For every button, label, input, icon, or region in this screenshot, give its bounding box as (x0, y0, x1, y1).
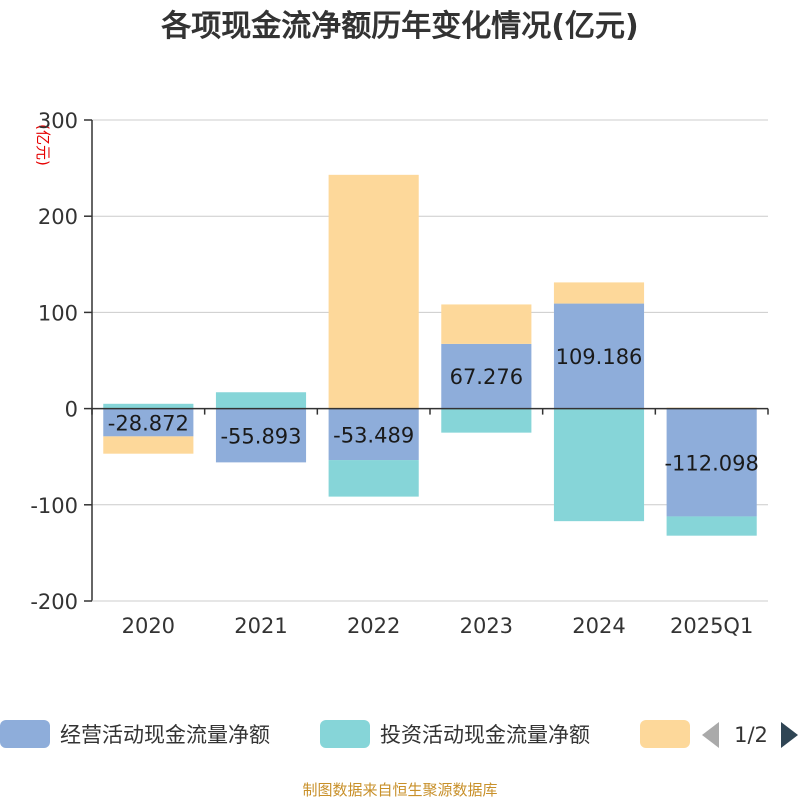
x-tick-label: 2025Q1 (670, 614, 753, 638)
legend-prev-page-icon[interactable] (702, 722, 719, 748)
bar-segment[interactable] (666, 516, 757, 536)
bar-segment[interactable] (553, 408, 645, 522)
data-label: 67.276 (450, 365, 523, 389)
legend-page-indicator: 1/2 (734, 723, 768, 747)
bar-segment[interactable] (666, 408, 757, 517)
legend-item[interactable]: 投资活动现金流量净额 (320, 720, 590, 748)
legend-swatch (0, 720, 50, 748)
y-tick-label: 200 (38, 205, 78, 229)
data-label: -112.098 (664, 452, 758, 476)
bar-segment[interactable] (441, 343, 532, 409)
legend-item[interactable]: 经营活动现金流量净额 (0, 720, 270, 748)
bar-segment[interactable] (103, 403, 194, 409)
bar-segment[interactable] (441, 408, 532, 433)
x-tick-labels: 2020 2021 2022 2023 2024 2025Q1 (122, 614, 754, 638)
legend-next-page-icon[interactable] (781, 722, 798, 748)
x-tick-label: 2022 (347, 614, 400, 638)
y-tick-label: -100 (30, 494, 78, 518)
bars-group (103, 174, 757, 536)
y-tick-label: 0 (65, 398, 78, 422)
bar-segment[interactable] (215, 392, 307, 409)
bar-segment[interactable] (215, 408, 307, 463)
bar-segment[interactable] (328, 408, 419, 461)
bar-segment[interactable] (328, 460, 419, 497)
bar-segment[interactable] (328, 174, 419, 409)
legend-label: 投资活动现金流量净额 (380, 723, 590, 747)
data-label: -53.489 (333, 423, 414, 447)
chart-title: 各项现金流净额历年变化情况(亿元) (160, 9, 638, 44)
bar-segment[interactable] (103, 408, 194, 437)
bar-segment[interactable] (103, 436, 194, 454)
data-label: -28.872 (108, 411, 189, 435)
data-label: -55.893 (220, 424, 301, 448)
source-note: 制图数据来自恒生聚源数据库 (302, 781, 497, 799)
x-tick-label: 2020 (122, 614, 175, 638)
bar-segment[interactable] (553, 303, 645, 409)
y-tick-labels: 300 200 100 0 -100 -200 (30, 109, 78, 614)
y-axis-unit-label: (亿元) (34, 124, 52, 166)
legend-swatch (640, 720, 690, 748)
legend-label: 经营活动现金流量净额 (60, 723, 270, 747)
axes (84, 119, 769, 602)
bar-segment[interactable] (553, 282, 645, 304)
bar-segment[interactable] (441, 304, 532, 344)
x-tick-label: 2024 (572, 614, 625, 638)
y-tick-label: 300 (38, 109, 78, 133)
y-tick-label: -200 (30, 590, 78, 614)
legend-swatch (320, 720, 370, 748)
y-tick-label: 100 (38, 301, 78, 325)
legend: 经营活动现金流量净额 投资活动现金流量净额 1/2 (0, 720, 798, 748)
legend-item[interactable] (640, 720, 690, 748)
data-labels: -28.872 -55.893 -53.489 67.276 109.186 -112.0… (108, 345, 759, 475)
data-label: 109.186 (556, 345, 643, 369)
x-tick-label: 2023 (460, 614, 513, 638)
x-tick-label: 2021 (234, 614, 287, 638)
